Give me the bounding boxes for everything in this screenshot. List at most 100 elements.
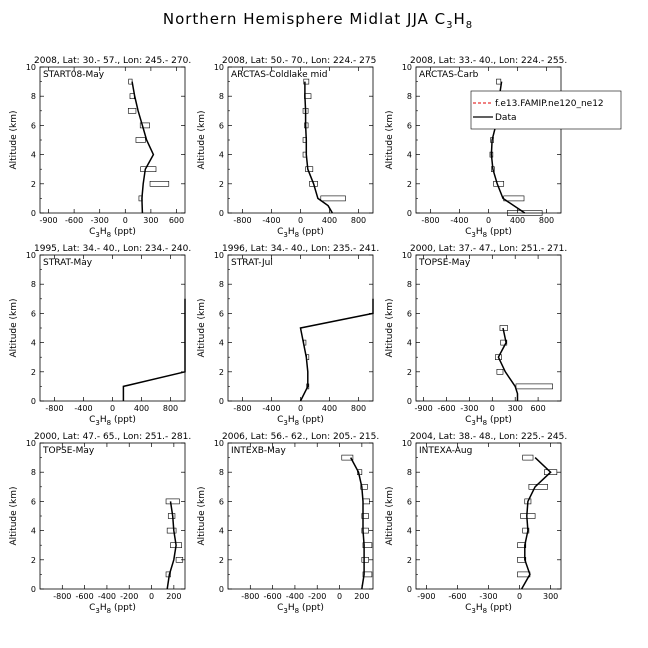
data-box [362, 498, 370, 505]
panel-7: 2000, Lat: 47.- 65., Lon: 251.- 281. TOPS… [9, 432, 191, 615]
panel-9: 2004, Lat: 38.- 48., Lon: 225.- 245. INTE… [385, 432, 567, 615]
x-axis-label: C3H8 (ppt) [277, 415, 324, 427]
y-tick-label: 0 [219, 397, 224, 406]
x-tick-label: -900 [417, 592, 435, 601]
x-tick-label: -600 [264, 592, 282, 601]
model-line [520, 457, 552, 590]
panel-header: 2000, Lat: 47.- 65., Lon: 251.- 281. [34, 432, 191, 442]
plot-frame [415, 66, 562, 214]
y-tick-label: 10 [26, 63, 36, 72]
data-box [520, 513, 536, 519]
legend-data-label: Data [495, 113, 517, 123]
y-tick-label: 4 [31, 339, 36, 348]
y-tick-label: 6 [407, 121, 412, 130]
x-tick-label: 300 [508, 404, 523, 413]
y-axis-label: Altitude (km) [197, 298, 207, 357]
x-tick-label: -200 [308, 592, 326, 601]
y-tick-label: 2 [31, 556, 36, 565]
x-tick-label: -400 [450, 216, 468, 225]
legend-box [470, 90, 622, 130]
x-tick-label: 300 [543, 592, 558, 601]
y-tick-label: 0 [407, 209, 412, 218]
x-axis-label: C3H8 (ppt) [465, 603, 512, 615]
y-tick-label: 2 [31, 368, 36, 377]
model-line [299, 298, 374, 402]
data-box [495, 354, 502, 361]
panel-8: 2006, Lat: 56.- 62., Lon: 205.- 215. INTE… [197, 432, 379, 615]
y-tick-label: 2 [219, 368, 224, 377]
panel-header: 2006, Lat: 56.- 62., Lon: 205.- 215. [222, 432, 379, 442]
panel-5: 1996, Lat: 34.- 40., Lon: 235.- 241. STRA… [197, 244, 379, 427]
y-axis-label: Altitude (km) [197, 486, 207, 545]
x-axis-label: C3H8 (ppt) [89, 227, 136, 239]
y-tick-label: 2 [219, 180, 224, 189]
x-tick-label: 0 [123, 216, 128, 225]
data-box [360, 483, 368, 490]
y-tick-label: 4 [31, 151, 36, 160]
y-axis-label: Altitude (km) [197, 110, 207, 169]
y-tick-label: 6 [31, 309, 36, 318]
x-tick-label: 400 [322, 404, 337, 413]
data-box [496, 368, 504, 375]
data-box [127, 108, 137, 114]
data-box [507, 210, 543, 216]
y-tick-label: 10 [402, 439, 412, 448]
data-box [496, 78, 502, 85]
y-tick-label: 6 [407, 497, 412, 506]
model-line [166, 501, 177, 590]
y-tick-label: 8 [407, 280, 412, 289]
x-axis-label: C3H8 (ppt) [89, 415, 136, 427]
legend: f.e13.FAMIP.ne120_ne12 Data [470, 90, 622, 130]
x-tick-label: -900 [39, 216, 57, 225]
data-box [167, 513, 176, 519]
y-tick-label: 0 [407, 585, 412, 594]
x-tick-label: -800 [241, 592, 259, 601]
x-axis-label: C3H8 (ppt) [89, 603, 136, 615]
y-tick-label: 6 [219, 121, 224, 130]
campaign-label: ARCTAS-Coldlake mid [231, 70, 327, 80]
y-tick-label: 4 [31, 527, 36, 536]
x-tick-label: -800 [421, 216, 439, 225]
y-tick-label: 6 [219, 497, 224, 506]
data-box [522, 454, 534, 461]
data-box [361, 556, 369, 563]
x-tick-label: -400 [262, 404, 280, 413]
panel-1: 2008, Lat: 30.- 57., Lon: 245.- 270. STAR… [9, 56, 191, 239]
panel-2: 2008, Lat: 50.- 70., Lon: 224.- 275 ARCTA… [197, 56, 376, 239]
model-line [122, 298, 186, 401]
y-axis-label: Altitude (km) [385, 110, 395, 169]
x-tick-label: -400 [74, 404, 92, 413]
x-tick-label: 0 [486, 216, 491, 225]
x-tick-label: 0 [490, 404, 495, 413]
y-tick-label: 2 [219, 556, 224, 565]
x-tick-label: -800 [233, 216, 251, 225]
y-tick-label: 6 [219, 309, 224, 318]
y-tick-label: 0 [31, 585, 36, 594]
y-axis-label: Altitude (km) [9, 110, 19, 169]
x-tick-label: -800 [53, 592, 71, 601]
y-tick-label: 4 [219, 151, 224, 160]
x-tick-label: 400 [322, 216, 337, 225]
model-line [304, 81, 334, 214]
x-tick-label: 800 [539, 216, 554, 225]
campaign-label: INTEXA-Aug [419, 446, 472, 456]
data-box [149, 181, 170, 187]
y-tick-label: 8 [407, 92, 412, 101]
campaign-label: STRAT-Jul [231, 258, 273, 268]
campaign-label: STRAT-May [43, 258, 93, 268]
plot-frame [39, 442, 186, 590]
y-tick-label: 4 [407, 527, 412, 536]
y-tick-label: 6 [407, 309, 412, 318]
plot-frame [227, 66, 374, 214]
panel-header: 2008, Lat: 30.- 57., Lon: 245.- 270. [34, 56, 191, 66]
campaign-label: INTEXB-May [231, 446, 286, 456]
y-tick-label: 8 [407, 468, 412, 477]
x-tick-label: -400 [98, 592, 116, 601]
x-tick-label: 0 [110, 404, 115, 413]
campaign-label: TOPSE-May [42, 446, 95, 456]
y-tick-label: 0 [219, 209, 224, 218]
panel-header: 1996, Lat: 34.- 40., Lon: 235.- 241. [222, 244, 379, 254]
y-tick-label: 4 [219, 339, 224, 348]
x-axis-label: C3H8 (ppt) [465, 415, 512, 427]
plot-frame [39, 66, 186, 214]
